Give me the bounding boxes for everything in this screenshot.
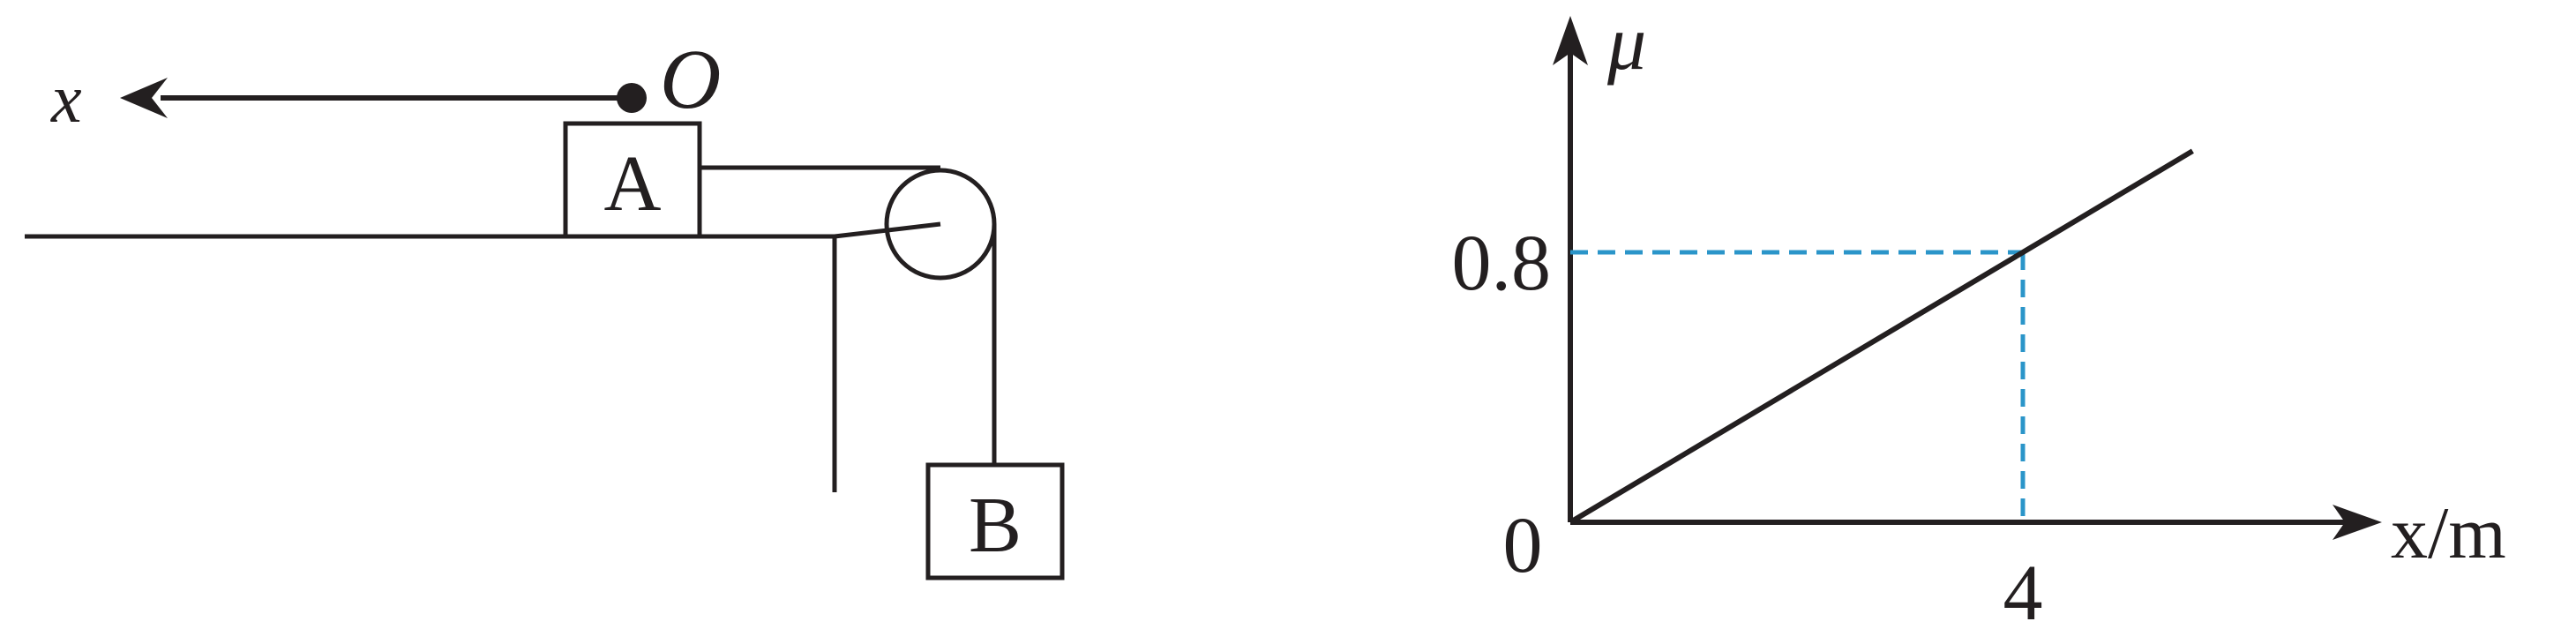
block-b [925, 462, 1065, 580]
x-axis-label: x [50, 60, 82, 137]
origin-tick-label: 0 [1503, 502, 1543, 589]
mechanism-diagram: x O A B [25, 32, 1065, 580]
series-line-mu [1569, 148, 2194, 525]
y-axis-arrowhead [1553, 16, 1588, 65]
mu-x-graph: μ x/m 0 0.8 4 [1452, 1, 2506, 637]
block-a-label: A [604, 140, 662, 228]
x-tick-label: 4 [2003, 550, 2043, 637]
x-axis-arrowhead-graph [2333, 505, 2382, 540]
y-tick-label: 0.8 [1452, 220, 1552, 307]
x-axis-label-graph: x/m [2391, 492, 2506, 574]
origin-dot [617, 83, 647, 113]
origin-label: O [660, 32, 721, 126]
block-a [563, 121, 702, 239]
block-b-label: B [969, 482, 1022, 569]
y-axis-label: μ [1606, 1, 1646, 86]
x-axis-arrowhead [120, 78, 168, 118]
